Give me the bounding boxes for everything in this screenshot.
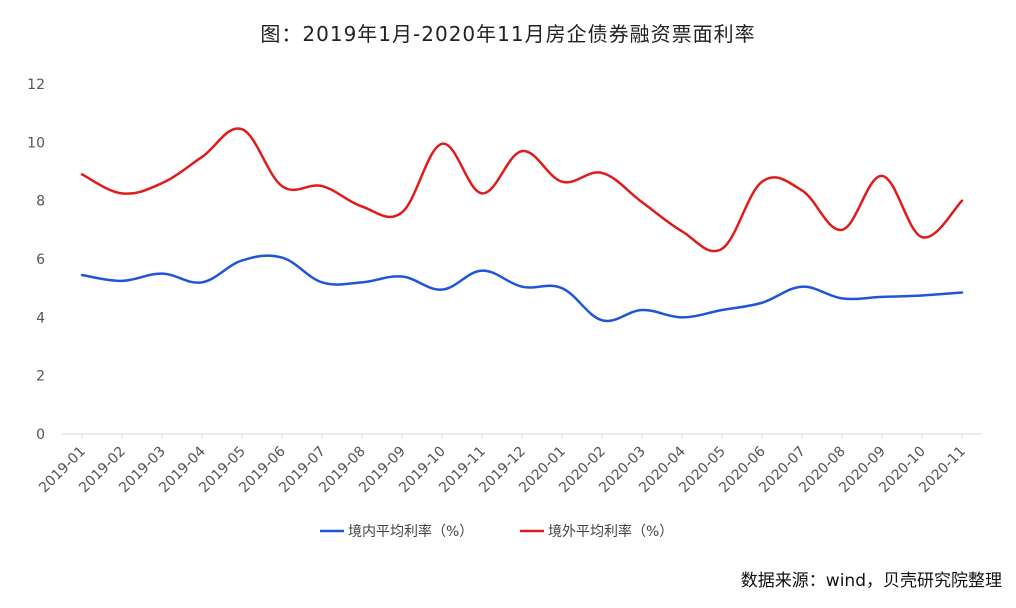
- source-note: 数据来源：wind，贝壳研究院整理: [740, 571, 1002, 591]
- series-line-1: [80, 254, 964, 323]
- x-axis-ticks: 2019-012019-022019-032019-042019-052019-…: [36, 434, 969, 496]
- y-tick-label: 0: [36, 427, 45, 443]
- series-lines: [80, 127, 964, 323]
- y-tick-label: 8: [36, 194, 45, 210]
- series-line-2: [80, 127, 964, 253]
- y-tick-label: 12: [27, 77, 45, 93]
- legend-label-2: 境外平均利率（%）: [548, 523, 673, 540]
- y-axis-ticks: 0 2 4 6 8 10 12: [27, 77, 45, 443]
- y-tick-label: 4: [36, 310, 45, 326]
- y-tick-label: 2: [36, 369, 45, 385]
- legend-label-1: 境内平均利率（%）: [348, 523, 473, 540]
- y-tick-label: 10: [27, 135, 45, 151]
- legend: 境内平均利率（%） 境外平均利率（%）: [320, 523, 673, 540]
- y-tick-label: 6: [36, 252, 45, 268]
- chart-title: 图：2019年1月-2020年11月房企债券融资票面利率: [260, 22, 756, 46]
